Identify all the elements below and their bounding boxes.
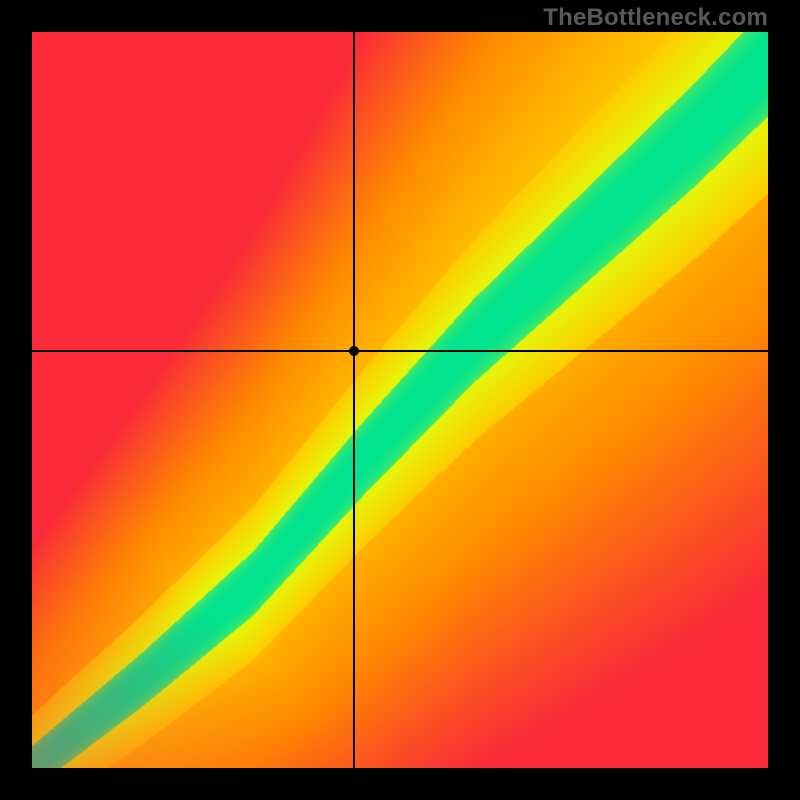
watermark-text: TheBottleneck.com xyxy=(543,4,768,32)
frame-left xyxy=(0,0,32,800)
frame-bottom xyxy=(0,768,800,800)
frame-right xyxy=(768,0,800,800)
bottleneck-heatmap xyxy=(32,32,768,768)
crosshair-vertical xyxy=(353,32,355,768)
crosshair-horizontal xyxy=(32,350,768,352)
crosshair-marker xyxy=(349,346,359,356)
